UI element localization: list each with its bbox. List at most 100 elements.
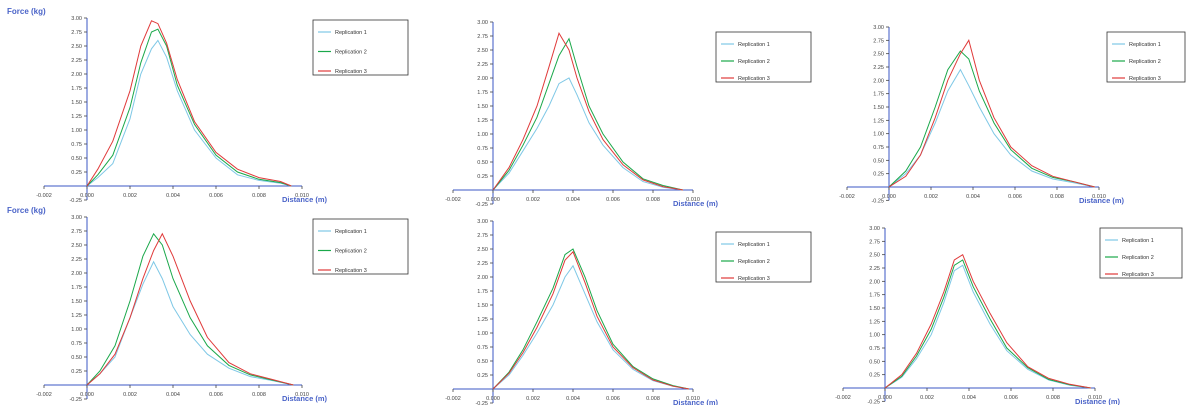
legend-box [312,218,409,275]
x-tick-label: 0.006 [209,392,223,398]
y-tick-label: 0.50 [71,156,82,162]
x-tick-label: -0.002 [835,395,851,401]
y-tick-label: -0.25 [475,401,488,405]
x-tick-label: 0.002 [123,193,137,199]
x-axis-label: Distance (m) [673,398,719,405]
x-tick-label: 0.010 [295,193,309,199]
legend-entry: Replication 1 [1129,42,1161,48]
x-tick-label: 0.000 [486,197,500,203]
x-tick-label: 0.000 [80,193,94,199]
series-line-replication-3 [884,253,1091,389]
y-tick-label: 1.00 [873,132,884,138]
series-line-replication-1 [492,77,684,191]
y-tick-label: 0.25 [873,172,884,178]
legend-entry: Replication 3 [335,69,367,75]
legend: Replication 1 Replication 2 Replication 3 [312,19,409,76]
series-line-replication-3 [492,250,690,390]
x-axis-label: Distance (m) [1075,397,1121,405]
y-tick-label: 1.75 [869,293,880,299]
y-tick-label: 0.75 [71,142,82,148]
legend-entry: Replication 1 [335,30,367,36]
y-tick-label: 0.50 [869,359,880,365]
x-tick-label: 0.008 [1046,395,1060,401]
y-tick-label: 0.25 [477,174,488,180]
legend-entry: Replication 3 [738,76,770,82]
y-tick-label: 3.00 [873,25,884,31]
y-tick-label: 0.50 [477,160,488,166]
y-tick-label: 1.00 [477,331,488,337]
x-axis-label: Distance (m) [282,394,328,403]
y-tick-label: 1.00 [477,132,488,138]
legend-entry: Replication 3 [738,276,770,282]
y-tick-label: 0.50 [71,355,82,361]
x-axis-label: Distance (m) [1079,196,1125,205]
y-tick-label: 0.75 [477,146,488,152]
x-tick-label: 0.002 [924,194,938,200]
x-tick-label: 0.000 [882,194,896,200]
x-tick-label: 0.008 [646,396,660,402]
x-tick-label: 0.002 [920,395,934,401]
x-tick-label: 0.010 [686,396,700,402]
series-line-replication-2 [884,259,1091,389]
y-axis-label: Force (kg) [7,7,46,16]
x-tick-label: 0.010 [1088,395,1102,401]
series-line-replication-3 [492,31,684,191]
series-line-replication-1 [884,264,1091,389]
x-tick-label: 0.004 [566,396,580,402]
series-line-replication-1 [888,68,1095,188]
y-tick-label: 1.75 [71,86,82,92]
series-line-replication-2 [86,28,292,187]
series-line-replication-1 [86,260,294,386]
y-tick-label: 2.75 [869,239,880,245]
legend-entry: Replication 3 [335,268,367,274]
y-tick-label: 0.25 [869,373,880,379]
x-axis-label: Distance (m) [282,195,328,204]
x-tick-label: 0.000 [486,396,500,402]
y-tick-label: 2.25 [869,266,880,272]
y-tick-label: 2.75 [71,30,82,36]
y-tick-label: 1.25 [71,114,82,120]
y-tick-label: 0.25 [71,170,82,176]
y-tick-label: 2.50 [477,48,488,54]
legend-box [715,231,812,283]
y-tick-label: 1.75 [477,90,488,96]
y-tick-label: 0.25 [477,373,488,379]
y-tick-label: -0.25 [69,198,82,204]
chart-panel-2: -0.002 0.000 0.002 0.004 0.006 0.008 0.010 -0.2… [445,20,812,208]
y-axis-label: Force (kg) [7,206,46,215]
legend-entry: Replication 3 [1122,272,1154,278]
x-tick-label: 0.002 [526,396,540,402]
y-tick-label: 1.75 [873,92,884,98]
y-tick-label: 1.25 [873,118,884,124]
y-tick-label: 0.25 [71,369,82,375]
chart-panel-3: -0.002 0.000 0.002 0.004 0.006 0.008 0.010 -0.2… [839,25,1186,205]
y-tick-label: 1.75 [477,289,488,295]
chart-panel-5: -0.002 0.000 0.002 0.004 0.006 0.008 0.010 -0.2… [445,219,812,405]
y-tick-label: 0.50 [477,359,488,365]
x-tick-label: 0.004 [962,395,976,401]
legend: Replication 1 Replication 2 Replication 3 [312,218,409,275]
y-tick-label: 1.25 [869,319,880,325]
y-tick-label: 1.50 [869,306,880,312]
x-tick-label: 0.008 [252,392,266,398]
y-tick-label: 2.75 [873,38,884,44]
legend-entry: Replication 2 [1122,255,1154,261]
x-tick-label: -0.002 [839,194,855,200]
legend: Replication 1 Replication 2 Replication 3 [1099,227,1183,279]
legend-entry: Replication 1 [738,42,770,48]
y-tick-label: -0.25 [871,198,884,204]
legend-box [1106,31,1186,83]
y-tick-label: 1.50 [71,299,82,305]
series-line-replication-3 [888,39,1095,188]
y-tick-label: 0.75 [71,341,82,347]
legend-entry: Replication 3 [1129,76,1161,82]
legend-entry: Replication 1 [1122,238,1154,244]
y-tick-label: 3.00 [477,219,488,225]
x-tick-label: 0.010 [295,392,309,398]
x-tick-label: 0.010 [1092,194,1106,200]
x-axis-label: Distance (m) [673,199,719,208]
legend-entry: Replication 2 [738,259,770,265]
y-tick-label: 2.75 [71,229,82,235]
x-tick-label: 0.000 [80,392,94,398]
y-tick-label: 3.00 [71,215,82,221]
